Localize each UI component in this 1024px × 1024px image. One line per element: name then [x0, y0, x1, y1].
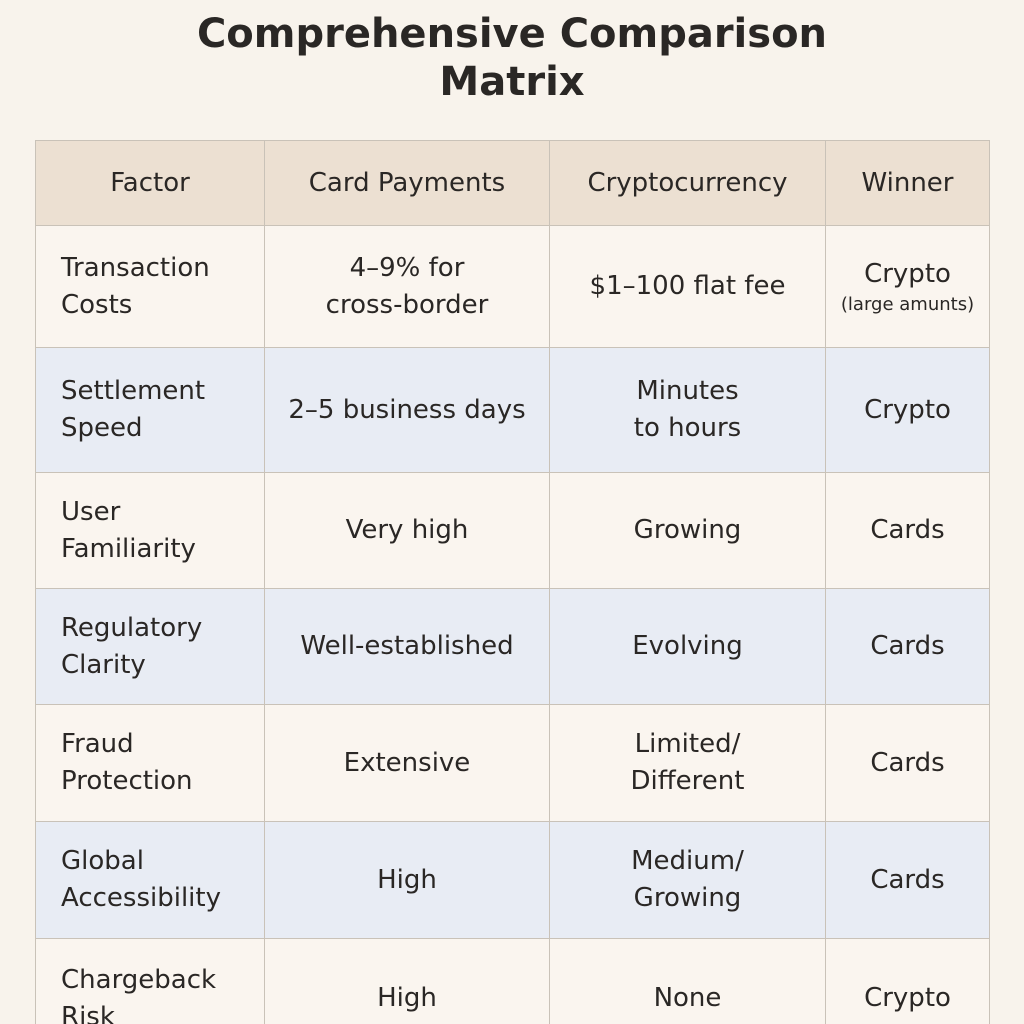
card-payments-cell: High	[264, 821, 550, 939]
factor-line: Global	[61, 846, 144, 876]
factor-cell: Regulatory Clarity	[35, 588, 265, 705]
winner-value: Crypto	[864, 259, 951, 289]
cryptocurrency-cell: Limited/ Different	[549, 704, 826, 822]
winner-cell: Crypto (large amunts)	[825, 225, 990, 348]
cryptocurrency-line: Minutes	[636, 376, 739, 406]
card-payments-cell: 4–9% for cross-border	[264, 225, 550, 348]
table-row: Settlement Speed 2–5 business days Minut…	[35, 347, 990, 473]
winner-value: Cards	[870, 631, 945, 661]
card-payments-line: 2–5 business days	[288, 394, 526, 425]
cryptocurrency-line: Different	[630, 766, 745, 796]
factor-cell: Fraud Protection	[35, 704, 265, 822]
card-payments-cell: Extensive	[264, 704, 550, 822]
winner-cell: Crypto	[825, 938, 990, 1024]
header-factor: Factor	[35, 140, 265, 226]
winner-value: Cards	[870, 515, 945, 545]
cryptocurrency-line: Evolving	[632, 631, 743, 661]
cryptocurrency-line: Growing	[633, 515, 742, 545]
table-row: Regulatory Clarity Well-established Evol…	[35, 588, 990, 705]
factor-cell: Settlement Speed	[35, 347, 265, 473]
card-payments-cell: 2–5 business days	[264, 347, 550, 473]
card-payments-line: Well-established	[300, 631, 514, 661]
header-card-payments: Card Payments	[264, 140, 550, 226]
factor-line: Risk	[61, 1001, 115, 1024]
card-payments-cell: High	[264, 938, 550, 1024]
cryptocurrency-line: Medium/	[631, 846, 744, 876]
cryptocurrency-line: Limited/	[634, 729, 741, 759]
winner-cell: Cards	[825, 704, 990, 822]
factor-line: Chargeback	[61, 964, 217, 995]
cryptocurrency-cell: Minutes to hours	[549, 347, 826, 473]
factor-cell: Chargeback Risk	[35, 938, 265, 1024]
factor-line: Accessibility	[61, 883, 221, 913]
factor-line: Costs	[61, 289, 133, 320]
factor-line: Clarity	[61, 649, 146, 680]
header-cryptocurrency: Cryptocurrency	[549, 140, 826, 226]
comparison-table: Factor Card Payments Cryptocurrency Winn…	[35, 140, 990, 1024]
factor-line: Protection	[61, 766, 193, 796]
factor-line: Familiarity	[61, 533, 196, 564]
card-payments-cell: Very high	[264, 472, 550, 589]
cryptocurrency-line: None	[653, 983, 722, 1013]
card-payments-cell: Well-established	[264, 588, 550, 705]
page-title-line-1: Comprehensive Comparison	[196, 11, 828, 57]
cryptocurrency-cell: Medium/ Growing	[549, 821, 826, 939]
table-row: Fraud Protection Extensive Limited/ Diff…	[35, 704, 990, 822]
winner-cell: Cards	[825, 588, 990, 705]
table-row: Transaction Costs 4–9% for cross-border …	[35, 225, 990, 348]
page-title: Comprehensive Comparison Matrix	[0, 10, 1024, 106]
card-payments-line: Extensive	[343, 747, 471, 778]
winner-cell: Crypto	[825, 347, 990, 473]
factor-line: Settlement	[61, 376, 206, 406]
cryptocurrency-line: Growing	[633, 883, 742, 913]
cryptocurrency-cell: $1–100 flat fee	[549, 225, 826, 348]
card-payments-line: High	[377, 864, 437, 895]
factor-cell: Global Accessibility	[35, 821, 265, 939]
factor-line: User	[61, 496, 121, 527]
card-payments-line: 4–9% for	[349, 252, 465, 283]
winner-cell: Cards	[825, 821, 990, 939]
winner-value: Cards	[870, 747, 945, 778]
winner-note: (large amunts)	[840, 294, 975, 315]
card-payments-line: High	[377, 983, 437, 1013]
card-payments-line: cross-border	[325, 289, 489, 320]
winner-value: Crypto	[864, 394, 951, 425]
cryptocurrency-cell: None	[549, 938, 826, 1024]
card-payments-line: Very high	[345, 515, 469, 545]
table-row: User Familiarity Very high Growing Cards	[35, 472, 990, 589]
factor-line: Transaction	[61, 252, 210, 283]
page-title-line-2: Matrix	[439, 59, 585, 105]
factor-cell: Transaction Costs	[35, 225, 265, 348]
winner-cell: Cards	[825, 472, 990, 589]
table-row: Global Accessibility High Medium/ Growin…	[35, 821, 990, 939]
table-row: Chargeback Risk High None Crypto	[35, 938, 990, 1024]
cryptocurrency-line: $1–100 flat fee	[589, 271, 786, 301]
cryptocurrency-cell: Growing	[549, 472, 826, 589]
factor-line: Regulatory	[61, 612, 203, 643]
winner-value: Crypto	[864, 983, 951, 1013]
table-header-row: Factor Card Payments Cryptocurrency Winn…	[35, 140, 990, 226]
cryptocurrency-cell: Evolving	[549, 588, 826, 705]
winner-value: Cards	[870, 864, 945, 895]
header-winner: Winner	[825, 140, 990, 226]
factor-cell: User Familiarity	[35, 472, 265, 589]
factor-line: Fraud	[61, 729, 134, 759]
cryptocurrency-line: to hours	[633, 413, 742, 443]
factor-line: Speed	[61, 413, 143, 443]
